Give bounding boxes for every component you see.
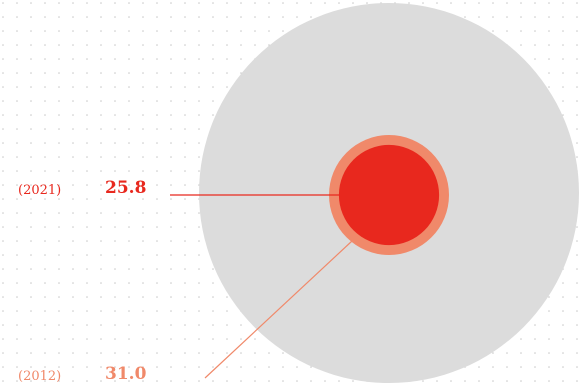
value-label-2012: 31.0 — [105, 364, 147, 384]
year-label-2012: (2012) — [18, 369, 61, 384]
year-label-2021: (2021) — [18, 183, 61, 198]
leader-line-2012 — [204, 240, 353, 379]
bubble-2021 — [338, 144, 440, 246]
value-label-2021: 25.8 — [105, 178, 146, 198]
